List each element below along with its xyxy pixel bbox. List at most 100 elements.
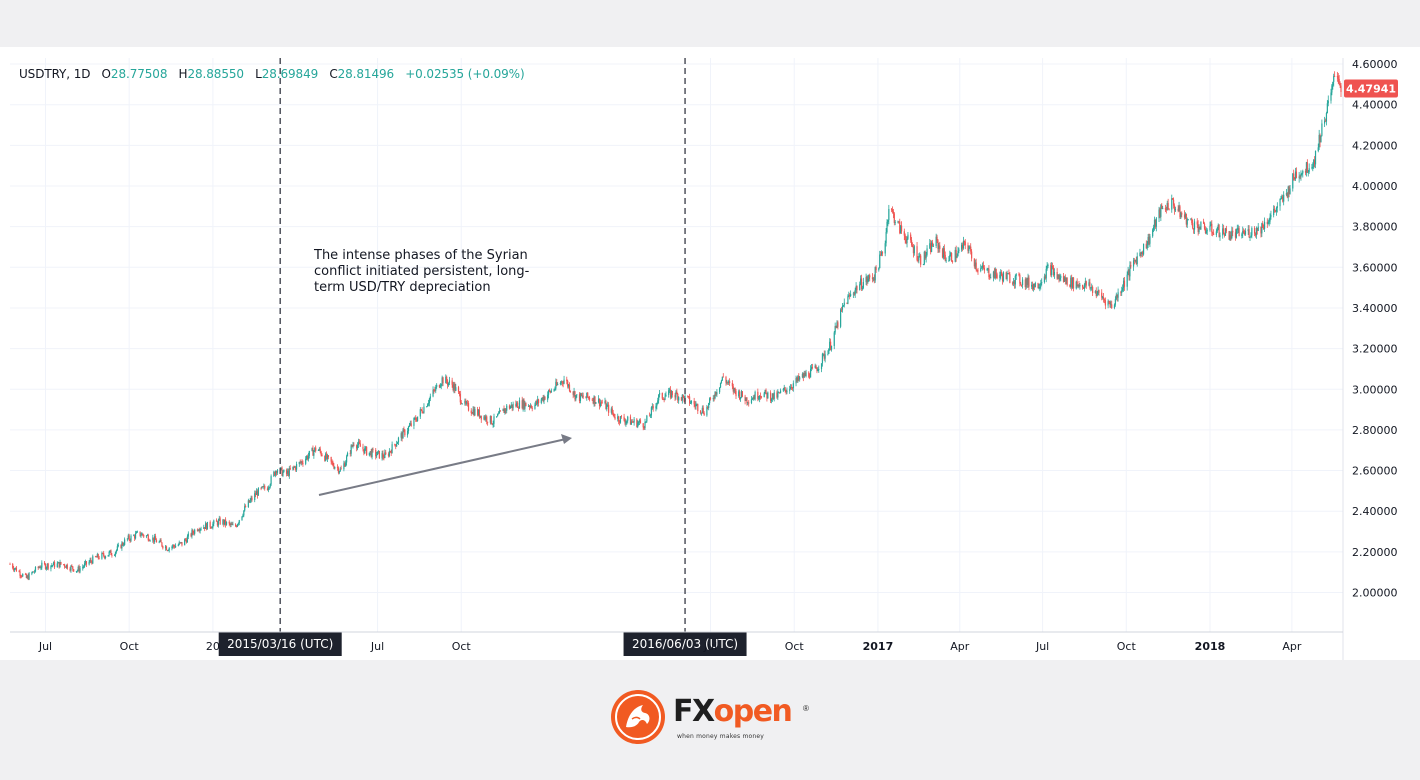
grid-lines <box>10 58 1343 632</box>
candle-body <box>830 341 832 350</box>
candle-body <box>302 462 304 464</box>
candle-body <box>557 384 559 385</box>
candle-body <box>1107 301 1109 306</box>
candle-body <box>1127 270 1129 275</box>
candle-body <box>223 519 225 525</box>
candle-body <box>540 399 542 403</box>
candle-body <box>90 559 92 562</box>
candle-body <box>114 552 117 556</box>
candle-body <box>1063 277 1066 282</box>
candle-body <box>982 265 985 268</box>
candle-body <box>1027 277 1029 285</box>
candle-body <box>821 353 824 364</box>
candle-body <box>708 403 710 408</box>
candle-body <box>366 446 368 456</box>
candle-body <box>286 470 289 474</box>
candle-body <box>843 302 845 306</box>
y-tick-label: 4.20000 <box>1352 139 1398 152</box>
candle-body <box>976 269 978 271</box>
candle-body <box>871 277 874 280</box>
candle-body <box>441 377 443 385</box>
candle-body <box>1108 301 1110 303</box>
candle-body <box>486 416 488 422</box>
candle-body <box>856 286 858 291</box>
candle-body <box>127 535 129 539</box>
candle-body <box>1260 226 1262 234</box>
candle-body <box>842 305 844 307</box>
candle-body <box>1025 278 1027 288</box>
candle-body <box>505 408 507 411</box>
candle-body <box>1263 221 1266 229</box>
candle-body <box>205 523 208 530</box>
candle-body <box>678 397 680 401</box>
candle-body <box>760 396 763 398</box>
candle-body <box>184 539 187 541</box>
candle-body <box>1044 276 1046 279</box>
candle-body <box>732 386 734 392</box>
price-chart[interactable]: 2015/03/16 (UTC) 2016/06/03 (UTC) 2.00000… <box>0 0 1420 660</box>
candle-body <box>777 392 779 398</box>
price-tag-label: 4.47941 <box>1346 83 1396 96</box>
y-tick-label: 2.20000 <box>1352 546 1398 559</box>
candle-body <box>798 376 800 380</box>
candle-body <box>865 277 867 283</box>
candle-body <box>319 448 321 452</box>
candle-body <box>1113 304 1116 308</box>
candle-body <box>1282 196 1284 202</box>
candle-body <box>37 567 39 568</box>
candle-body <box>652 406 654 409</box>
candle-body <box>1088 282 1090 286</box>
candle-body <box>707 407 709 408</box>
candle-body <box>408 425 410 427</box>
candle-body <box>930 243 932 252</box>
candle-body <box>604 401 606 403</box>
candle-body <box>631 421 633 423</box>
candle-body <box>1200 221 1202 230</box>
candle-body <box>1223 234 1226 236</box>
candle-body <box>607 404 609 406</box>
candle-body <box>1203 221 1205 224</box>
candle-body <box>534 404 536 409</box>
candle-body <box>50 565 52 569</box>
candle-body <box>782 389 784 391</box>
candle-body <box>598 398 601 407</box>
candle-body <box>1339 84 1341 86</box>
candle-body <box>697 404 699 412</box>
candle-body <box>313 450 315 456</box>
candle-body <box>785 389 787 393</box>
candle-body <box>1114 299 1116 305</box>
candle-body <box>709 398 711 404</box>
candle-body <box>696 404 698 406</box>
candle-body <box>1041 282 1043 284</box>
candle-body <box>1019 274 1021 284</box>
candle-body <box>1300 173 1302 178</box>
candle-body <box>648 415 651 417</box>
candle-body <box>232 524 234 526</box>
candle-body <box>327 455 330 457</box>
candle-body <box>53 562 55 566</box>
candle-body <box>585 397 587 399</box>
x-tick-label: Apr <box>950 640 970 653</box>
candle-body <box>1120 292 1122 294</box>
price-axis: 2.00000 2.20000 2.40000 2.60000 2.80000 3.000… <box>1352 58 1398 599</box>
candle-body <box>1121 290 1123 293</box>
symbol-label[interactable]: USDTRY, 1D <box>19 67 91 81</box>
candle-body <box>576 394 578 396</box>
candle-body <box>134 535 136 539</box>
candle-body <box>1012 281 1015 284</box>
candle-body <box>464 400 466 404</box>
candle-body <box>1251 228 1253 236</box>
candle-body <box>1256 227 1258 231</box>
candle-body <box>1212 232 1214 234</box>
candle-body <box>888 209 890 221</box>
candle-body <box>618 421 621 423</box>
candle-body <box>817 369 819 372</box>
x-tick-label: 2017 <box>863 640 894 653</box>
candle-body <box>840 309 842 327</box>
candle-body <box>588 397 591 400</box>
candle-body <box>1064 277 1066 282</box>
candle-body <box>799 377 801 380</box>
candle-body <box>388 451 390 456</box>
x-tick-label: Oct <box>452 640 472 653</box>
event-marker-box <box>218 632 342 656</box>
